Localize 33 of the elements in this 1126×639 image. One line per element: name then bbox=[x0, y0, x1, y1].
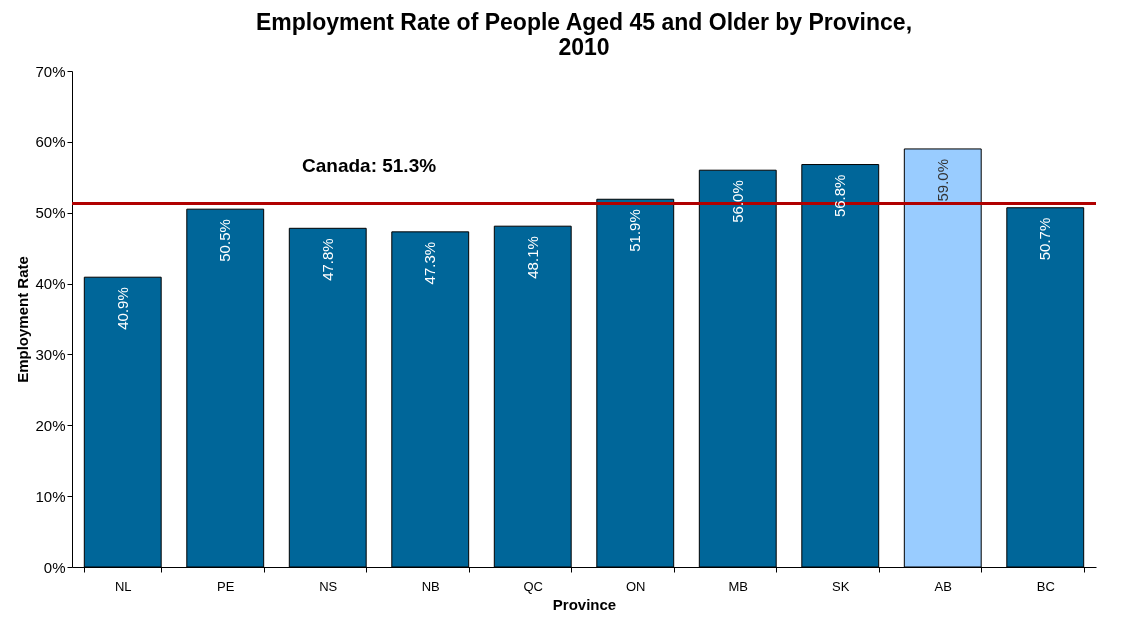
x-axis-title: Province bbox=[552, 595, 617, 613]
y-tick-label: 20% bbox=[35, 416, 66, 434]
x-tick-label: NL bbox=[114, 578, 132, 594]
y-axis-title: Employment Rate bbox=[14, 256, 32, 383]
y-tick-label: 60% bbox=[35, 133, 66, 151]
x-tick-label: MB bbox=[728, 578, 748, 594]
text: 2010 bbox=[558, 34, 610, 60]
y-tick-label: 0% bbox=[43, 558, 66, 576]
data-label: 56.0% bbox=[728, 180, 746, 223]
y-tick-label: 40% bbox=[35, 275, 66, 293]
y-tick-label: 70% bbox=[35, 62, 66, 80]
data-label: 50.5% bbox=[216, 219, 234, 262]
x-tick-label: PE bbox=[217, 578, 235, 594]
y-tick-label: 50% bbox=[35, 204, 66, 222]
data-label: 40.9% bbox=[113, 287, 131, 330]
data-label: 59.0% bbox=[933, 158, 951, 202]
x-tick-label: AB bbox=[934, 578, 952, 594]
text: Employment Rate of People Aged 45 and Older by Province, bbox=[255, 9, 913, 35]
data-label: 50.7% bbox=[1036, 217, 1054, 261]
data-label: 56.8% bbox=[831, 174, 849, 218]
x-tick-label: QC bbox=[523, 578, 543, 594]
data-label: 47.8% bbox=[318, 238, 336, 281]
ref-line-label: Canada: 51.3% bbox=[302, 154, 437, 176]
data-label: 51.9% bbox=[626, 209, 644, 252]
y-tick-label: 10% bbox=[35, 487, 66, 505]
data-label: 48.1% bbox=[523, 236, 541, 279]
x-tick-label: NS bbox=[319, 578, 338, 594]
x-tick-label: NB bbox=[421, 578, 440, 594]
x-tick-label: SK bbox=[832, 578, 850, 594]
x-tick-label: ON bbox=[626, 578, 646, 594]
y-tick-label: 30% bbox=[35, 345, 66, 363]
x-tick-label: BC bbox=[1036, 578, 1055, 594]
data-label: 47.3% bbox=[421, 241, 439, 285]
